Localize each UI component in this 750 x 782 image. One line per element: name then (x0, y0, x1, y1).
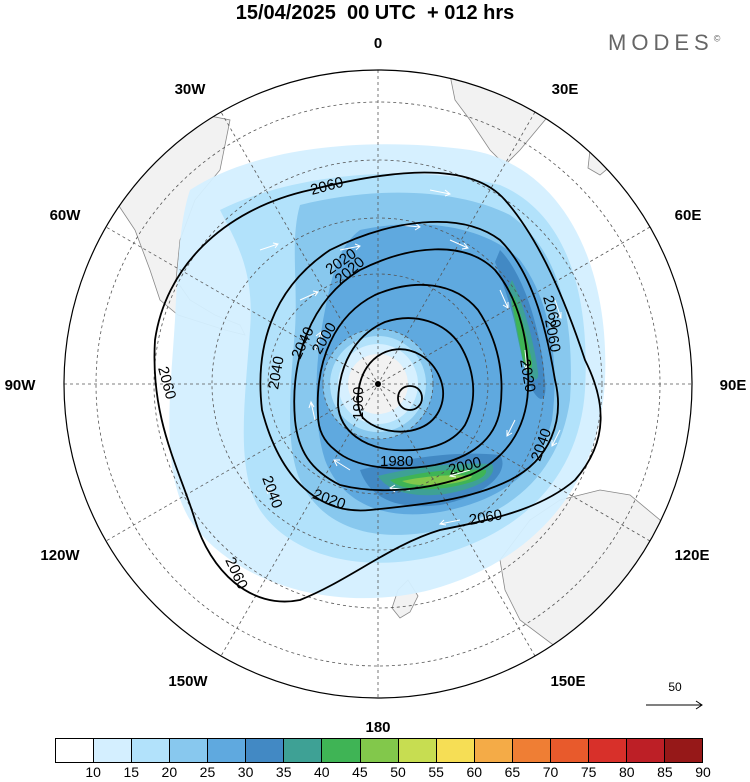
contour-label: 1980 (380, 453, 413, 470)
colorbar-swatch (170, 739, 209, 762)
wind-arrow (299, 290, 319, 301)
contour-inner (397, 385, 423, 411)
map-border (63, 69, 693, 699)
wind-band-45-south (402, 475, 472, 486)
contour-2020 (293, 248, 530, 492)
wind-arrows (259, 189, 562, 526)
lon-label-150e: 150E (550, 673, 585, 690)
colorbar-swatch (322, 739, 361, 762)
lon-label-120w: 120W (40, 547, 80, 564)
colorbar-swatch (398, 739, 437, 762)
brand-logo: MODES© (608, 30, 720, 56)
colorbar-tick-label: 15 (123, 764, 140, 780)
wind-arrow (506, 419, 516, 437)
colorbar-tick-label: 35 (275, 764, 292, 780)
map-disc: 2060 2020 2000 1960 2040 2060 2040 2020 … (64, 70, 692, 698)
wind-arrow (259, 242, 279, 251)
colorbar-swatch (208, 739, 247, 762)
colorbar-tick-label: 70 (542, 764, 559, 780)
colorbar (55, 738, 703, 763)
colorbar-swatch (246, 739, 285, 762)
lon-label-30e: 30E (552, 81, 579, 98)
colorbar-tick-label: 90 (695, 764, 711, 780)
polar-map: 2060 2020 2000 1960 2040 2060 2040 2020 … (5, 35, 747, 735)
lon-label-150w: 150W (168, 673, 208, 690)
contour-label: 2060 (541, 318, 564, 354)
wind-arrow (429, 189, 451, 197)
longitude-labels: 0 30E 60E 90E 120E 150E 180 150W 120W 90… (5, 35, 747, 735)
colorbar-tick-label: 45 (352, 764, 368, 780)
colorbar-swatch (360, 739, 399, 762)
colorbar-swatch (56, 739, 95, 762)
lon-label-60e: 60E (675, 207, 702, 224)
colorbar-labels: 10 15 20 25 30 35 40 45 50 55 60 65 70 75 80 85 90 (55, 764, 710, 782)
colorbar-tick-label: 20 (161, 764, 178, 780)
lon-label-30w: 30W (175, 81, 207, 98)
chart-title: 15/04/2025 00 UTC + 012 hrs (235, 2, 515, 24)
colorbar-tick-label: 85 (657, 764, 673, 780)
wind-arrow (339, 243, 361, 251)
colorbar-swatch (94, 739, 133, 762)
reference-vector: 50 (640, 680, 710, 720)
contour-2000 (316, 284, 503, 470)
reference-arrow-icon (646, 700, 703, 710)
colorbar-swatch (626, 739, 665, 762)
colorbar-tick-label: 40 (314, 764, 330, 780)
madagascar-land (587, 147, 619, 176)
wind-arrow (438, 519, 461, 526)
colorbar-tick-label: 80 (618, 764, 635, 780)
colorbar-tick-label: 25 (199, 764, 216, 780)
wind-arrow (499, 289, 509, 309)
colorbar-swatch (588, 739, 627, 762)
colorbar-tick-label: 30 (237, 764, 254, 780)
lon-label-90e: 90E (720, 377, 747, 394)
contour-label: 2020 (516, 358, 539, 394)
colorbar-tick-label: 10 (85, 764, 101, 780)
colorbar-swatch (284, 739, 323, 762)
contour-2040 (259, 220, 559, 512)
colorbar-tick-label: 55 (428, 764, 444, 780)
lon-label-120e: 120E (674, 547, 709, 564)
colorbar-swatch (474, 739, 513, 762)
colorbar-swatch (665, 739, 703, 762)
colorbar-tick-label: 75 (580, 764, 597, 780)
contour-1980 (337, 317, 475, 452)
lon-label-180: 180 (365, 719, 390, 735)
brand-name: MODES (608, 30, 714, 55)
south-pole-marker (375, 381, 381, 387)
lon-label-90w: 90W (5, 377, 37, 394)
wind-arrow (449, 239, 469, 250)
copyright-mark: © (713, 33, 721, 44)
wind-arrow (448, 469, 471, 478)
height-contours (153, 171, 602, 603)
contour-label: 2060 (468, 506, 504, 529)
reference-vector-label: 50 (668, 680, 682, 694)
wind-arrow (265, 487, 281, 501)
colorbar-tick-label: 50 (390, 764, 406, 780)
colorbar-tick-label: 65 (504, 764, 521, 780)
wind-arrow (554, 299, 562, 319)
colorbar-tick-label: 60 (466, 764, 483, 780)
contour-label: 2040 (265, 355, 288, 391)
graticule (64, 70, 692, 698)
wind-arrow (308, 400, 316, 421)
colorbar-swatch (436, 739, 475, 762)
wind-arrow (333, 459, 351, 471)
lon-label-0: 0 (374, 35, 382, 52)
contour-1960 (357, 348, 444, 433)
contour-label: 1960 (350, 387, 367, 420)
wind-arrow (314, 331, 323, 351)
contour-2060 (153, 171, 602, 603)
lon-label-60w: 60W (50, 207, 82, 224)
colorbar-swatch (132, 739, 171, 762)
colorbar-swatch (512, 739, 551, 762)
colorbar-swatch (550, 739, 589, 762)
wind-arrow (551, 429, 561, 447)
